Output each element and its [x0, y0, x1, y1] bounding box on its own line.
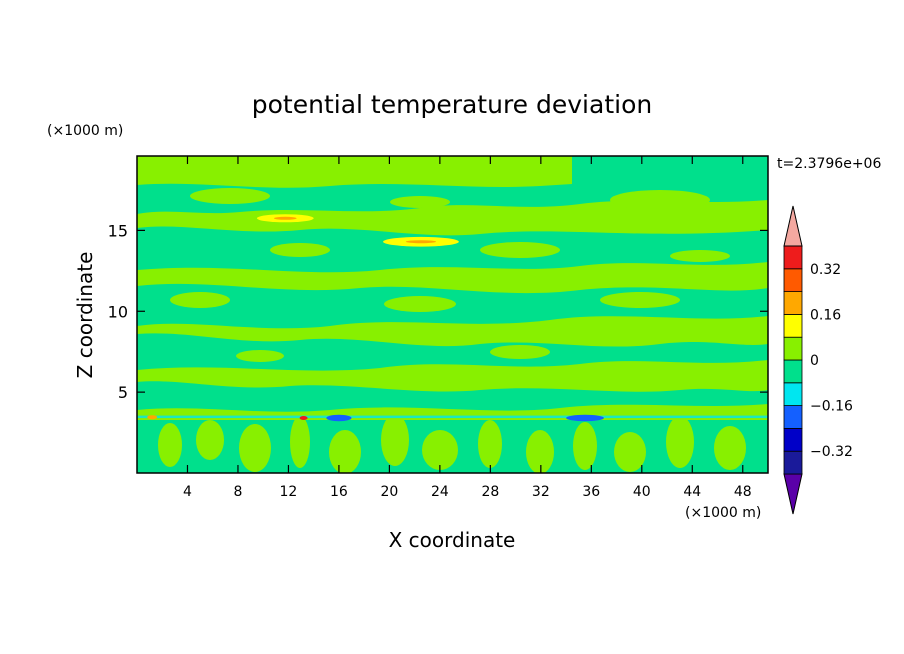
- colorbar-segment: [783, 450, 803, 475]
- x-axis: 4 8 12 16 20 24 28 32 36 40 44 48: [183, 156, 752, 500]
- warm-core: [147, 415, 158, 420]
- x-tick-label: 20: [380, 484, 398, 500]
- warm-core: [405, 240, 437, 244]
- positive-patch: [236, 350, 284, 362]
- cold-spot: [566, 414, 604, 422]
- colorbar-segment: [783, 268, 803, 292]
- x-unit-label: (×1000 m): [685, 505, 761, 521]
- warm-core: [273, 216, 297, 220]
- colorbar-segment: [783, 245, 803, 270]
- x-tick-label: 36: [582, 484, 600, 500]
- warm-cell: [422, 430, 458, 470]
- x-tick-label: 8: [233, 484, 242, 500]
- positive-patch: [480, 242, 560, 258]
- positive-patch: [384, 296, 456, 312]
- colorbar-label: −0.16: [810, 399, 853, 415]
- positive-patch: [390, 196, 450, 208]
- positive-patch: [610, 190, 710, 210]
- x-axis-title: X coordinate: [389, 528, 516, 552]
- cold-spot: [326, 414, 352, 422]
- chart-title: potential temperature deviation: [252, 90, 652, 119]
- inversion-line: [137, 415, 768, 419]
- colorbar-segment: [783, 427, 803, 452]
- warm-cell: [714, 426, 746, 470]
- colorbar-segment: [783, 405, 803, 429]
- x-tick-label: 16: [330, 484, 348, 500]
- warm-cell: [526, 430, 554, 473]
- positive-patch: [490, 345, 550, 359]
- colorbar-segment: [783, 313, 803, 338]
- positive-patch: [270, 243, 330, 257]
- positive-patch: [670, 250, 730, 262]
- colorbar-label: 0.32: [810, 262, 841, 278]
- colorbar-label: 0.16: [810, 307, 841, 323]
- near-zero-band: [137, 381, 768, 412]
- positive-patch: [190, 188, 270, 204]
- contour-field: [137, 156, 768, 473]
- warm-cell: [158, 423, 182, 467]
- positive-patch: [170, 292, 230, 308]
- y-tick-label: 5: [118, 383, 128, 402]
- near-zero-band: [137, 226, 768, 273]
- colorbar-segment: [783, 336, 803, 361]
- warm-cell: [666, 416, 694, 468]
- warm-cell: [381, 414, 409, 466]
- warm-cell: [478, 420, 502, 468]
- near-zero-band: [137, 333, 768, 371]
- y-unit-label: (×1000 m): [47, 123, 123, 139]
- x-tick-label: 40: [633, 484, 651, 500]
- colorbar-label: 0: [810, 353, 819, 369]
- x-tick-label: 24: [431, 484, 449, 500]
- y-tick-label: 15: [108, 221, 128, 240]
- colorbar-segment: [783, 359, 803, 384]
- warm-core: [299, 416, 308, 421]
- warm-cell: [290, 416, 310, 468]
- colorbar-extend-low: [783, 473, 803, 515]
- x-tick-label: 12: [280, 484, 298, 500]
- y-axis-title: Z coordinate: [73, 252, 97, 379]
- x-tick-label: 4: [183, 484, 192, 500]
- colorbar-label: −0.32: [810, 444, 853, 460]
- y-tick-label: 10: [108, 302, 128, 321]
- warm-cell: [573, 422, 597, 470]
- x-tick-label: 32: [532, 484, 550, 500]
- colorbar-extend-high: [783, 205, 803, 247]
- colorbar-segment: [783, 382, 803, 406]
- y-axis: 5 10 15: [108, 221, 768, 402]
- warm-cell: [614, 432, 646, 472]
- warm-cell: [239, 424, 271, 472]
- plot-area: [137, 156, 768, 473]
- warm-cell: [196, 420, 224, 460]
- positive-patch: [600, 292, 680, 308]
- warm-cell: [329, 430, 361, 473]
- x-tick-label: 28: [481, 484, 499, 500]
- time-label: t=2.3796e+06: [777, 156, 881, 172]
- colorbar: 0.32 0.16 0 −0.16 −0.32: [783, 205, 853, 515]
- x-tick-label: 48: [734, 484, 752, 500]
- colorbar-segment: [783, 291, 803, 315]
- x-tick-label: 44: [683, 484, 701, 500]
- plot-frame: [136, 155, 769, 474]
